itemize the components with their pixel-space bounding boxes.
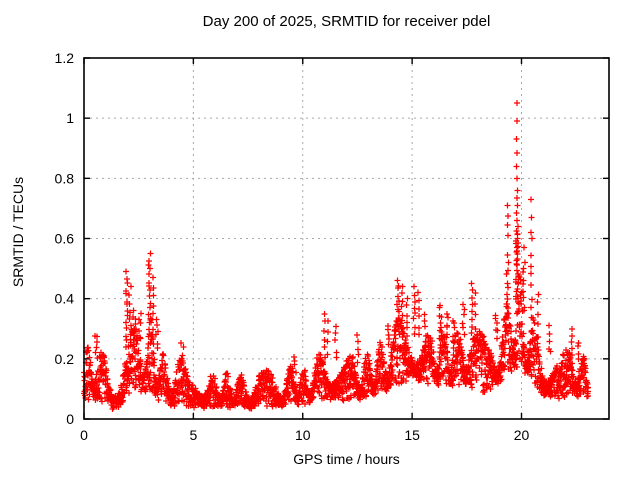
y-tick-label: 0.6 bbox=[55, 231, 75, 247]
tick-labels: 0 5 10 15 20 0 0.2 0.4 0.6 0.8 1 1.2 bbox=[55, 50, 530, 443]
y-tick-label: 1.2 bbox=[55, 50, 75, 66]
y-tick-label: 0.2 bbox=[55, 351, 75, 367]
x-axis-label: GPS time / hours bbox=[293, 451, 400, 467]
y-tick-label: 0.4 bbox=[55, 291, 75, 307]
data-layer bbox=[81, 100, 591, 412]
y-tick-label: 0.8 bbox=[55, 170, 75, 186]
plot-border bbox=[83, 57, 610, 420]
chart-title: Day 200 of 2025, SRMTID for receiver pde… bbox=[202, 13, 491, 30]
x-tick-label: 15 bbox=[404, 427, 420, 443]
scatter-points bbox=[81, 100, 591, 412]
y-tick-label: 0 bbox=[66, 411, 74, 427]
x-tick-label: 10 bbox=[295, 427, 311, 443]
x-tick-label: 0 bbox=[80, 427, 88, 443]
x-tick-label: 5 bbox=[189, 427, 197, 443]
y-tick-label: 1 bbox=[66, 110, 74, 126]
x-tick-label: 20 bbox=[514, 427, 530, 443]
